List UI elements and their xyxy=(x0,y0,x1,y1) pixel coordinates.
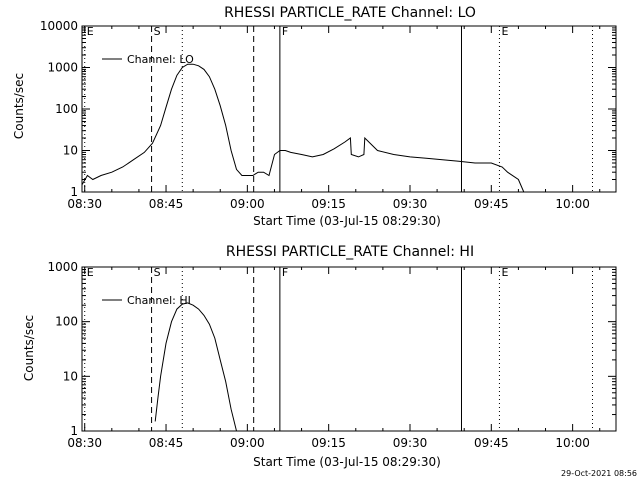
legend-label: Channel: LO xyxy=(127,53,194,66)
series-line xyxy=(154,302,237,432)
event-marker-label: E xyxy=(87,266,94,279)
y-axis-label: Counts/sec xyxy=(12,73,26,139)
event-marker-label: E xyxy=(501,25,508,38)
event-marker-label: E xyxy=(87,25,94,38)
y-tick-label: 100 xyxy=(55,102,78,116)
chart-title: RHESSI PARTICLE_RATE Channel: HI xyxy=(226,244,474,260)
x-tick-label: 09:45 xyxy=(474,436,509,450)
y-tick-label: 1000 xyxy=(47,61,78,75)
y-axis-label: Counts/sec xyxy=(22,315,36,381)
x-tick-label: 09:15 xyxy=(311,197,346,211)
x-tick-label: 10:00 xyxy=(555,436,590,450)
x-axis-label: Start Time (03-Jul-15 08:29:30) xyxy=(253,455,441,469)
legend-label: Channel: HI xyxy=(127,294,191,307)
x-axis-label: Start Time (03-Jul-15 08:29:30) xyxy=(253,214,441,228)
x-tick-label: 09:30 xyxy=(393,436,428,450)
chart-title: RHESSI PARTICLE_RATE Channel: LO xyxy=(224,5,476,21)
plot-area: 08:30 08:45 09:00 09:15 09:30 09:45 10:00 1 10 10… xyxy=(40,19,617,211)
x-tick-label: 09:30 xyxy=(393,197,428,211)
chart-lo: RHESSI PARTICLE_RATE Channel: LO Counts/… xyxy=(12,5,617,228)
y-tick-label: 10 xyxy=(63,369,78,383)
x-tick-label: 09:15 xyxy=(311,436,346,450)
event-marker-label: S xyxy=(154,266,161,279)
y-tick-label: 100 xyxy=(55,315,78,329)
series-line xyxy=(81,63,525,193)
chart-hi: RHESSI PARTICLE_RATE Channel: HI Counts/… xyxy=(22,244,617,469)
x-tick-label: 09:00 xyxy=(230,197,265,211)
event-marker-label: F xyxy=(282,25,288,38)
x-tick-label: 08:30 xyxy=(67,436,102,450)
y-tick-label: 1000 xyxy=(47,260,78,274)
plot-frame xyxy=(81,266,617,432)
x-tick-label: 09:45 xyxy=(474,197,509,211)
plot-area: 08:30 08:45 09:00 09:15 09:30 09:45 10:00 1 10 10… xyxy=(47,260,617,450)
x-tick-label: 08:45 xyxy=(149,197,184,211)
plot-frame xyxy=(81,25,617,193)
y-tick-label: 10000 xyxy=(40,19,78,33)
footer-timestamp: 29-Oct-2021 08:56 xyxy=(561,469,637,478)
event-marker-label: F xyxy=(282,266,288,279)
y-tick-label: 10 xyxy=(63,144,78,158)
x-tick-label: 08:30 xyxy=(67,197,102,211)
x-tick-label: 09:00 xyxy=(230,436,265,450)
x-tick-label: 10:00 xyxy=(555,197,590,211)
y-tick-label: 1 xyxy=(70,424,78,438)
x-tick-label: 08:45 xyxy=(149,436,184,450)
event-marker-label: E xyxy=(501,266,508,279)
y-tick-label: 1 xyxy=(70,185,78,199)
event-marker-label: S xyxy=(154,25,161,38)
